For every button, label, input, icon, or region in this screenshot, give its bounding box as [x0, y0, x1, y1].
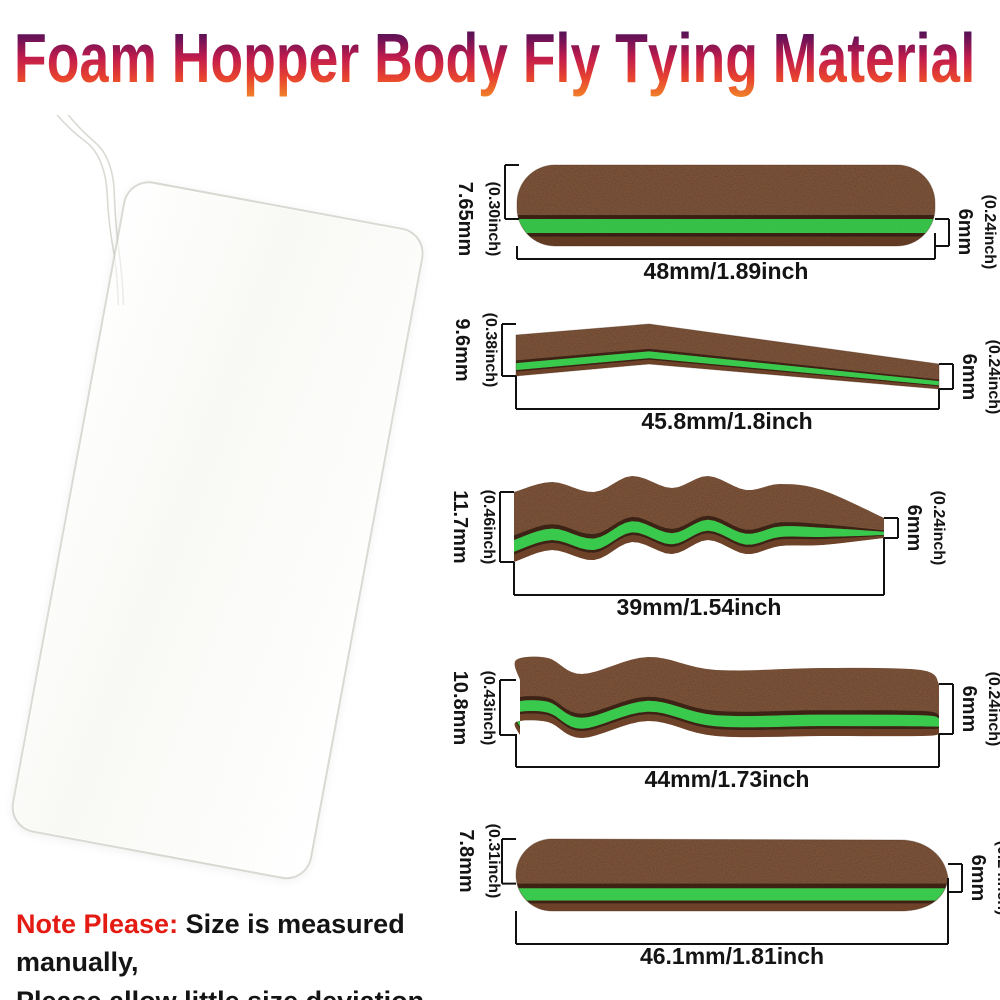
svg-text:(0.24inch): (0.24inch) [930, 491, 947, 566]
svg-text:(0.46inch): (0.46inch) [480, 490, 497, 565]
svg-text:6mm: 6mm [967, 855, 989, 902]
svg-text:(0.24inch): (0.24inch) [994, 841, 1000, 916]
svg-text:6mm: 6mm [954, 209, 976, 256]
svg-text:(0.24inch): (0.24inch) [985, 672, 1000, 747]
svg-text:46.1mm/1.81inch: 46.1mm/1.81inch [640, 943, 824, 969]
svg-text:6mm: 6mm [958, 686, 980, 733]
svg-text:45.8mm/1.8inch: 45.8mm/1.8inch [641, 408, 812, 434]
svg-text:10.8mm: 10.8mm [449, 671, 471, 746]
svg-text:6mm: 6mm [958, 354, 980, 401]
svg-text:7.65mm: 7.65mm [454, 182, 476, 257]
svg-text:(0.38inch): (0.38inch) [482, 313, 499, 388]
svg-text:6mm: 6mm [903, 505, 925, 552]
svg-text:39mm/1.54inch: 39mm/1.54inch [617, 594, 782, 620]
svg-text:(0.31inch): (0.31inch) [485, 824, 502, 899]
svg-text:48mm/1.89inch: 48mm/1.89inch [644, 258, 809, 284]
svg-text:7.8mm: 7.8mm [455, 829, 477, 892]
svg-text:9.6mm: 9.6mm [451, 318, 473, 381]
svg-text:(0.30inch): (0.30inch) [485, 182, 502, 257]
svg-text:11.7mm: 11.7mm [449, 490, 471, 563]
svg-text:(0.24inch): (0.24inch) [985, 340, 1000, 415]
svg-text:(0.43inch): (0.43inch) [480, 671, 497, 746]
svg-text:44mm/1.73inch: 44mm/1.73inch [645, 766, 810, 792]
svg-text:(0.24inch): (0.24inch) [981, 195, 998, 270]
